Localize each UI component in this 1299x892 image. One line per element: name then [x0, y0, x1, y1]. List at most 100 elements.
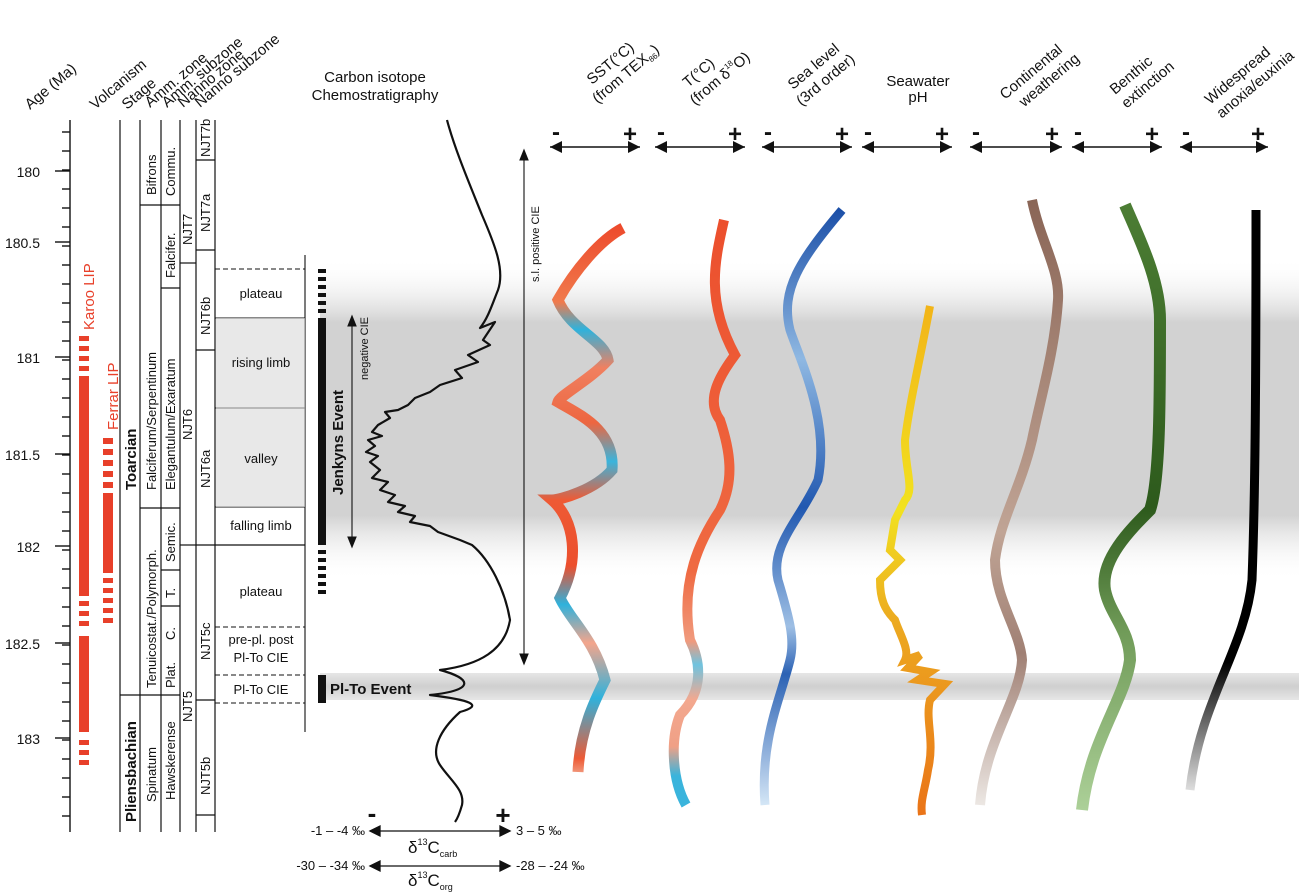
phase-valley: valley	[244, 451, 278, 466]
subzone-falcifer: Falcifer.	[163, 232, 178, 278]
trend-arrow-right	[1150, 141, 1162, 153]
phase-plto: Pl-To CIE	[234, 682, 289, 697]
zone-bifrons: Bifrons	[144, 154, 159, 195]
negative-cie-label: negative CIE	[359, 317, 371, 380]
trend-arrow-right	[840, 141, 852, 153]
temp-header-end: O)	[730, 49, 754, 73]
age-tick-label: 182.5	[5, 636, 40, 652]
jenkyns-event-label: Jenkyns Event	[330, 390, 347, 495]
trend-arrow-left	[1072, 141, 1084, 153]
ferrar-lip	[103, 438, 113, 623]
positive-cie-label: s.l. positive CIE	[530, 206, 542, 282]
phase-falling-limb: falling limb	[230, 518, 291, 533]
subzone-semic: Semic.	[163, 522, 178, 562]
trend-plus: +	[623, 121, 637, 148]
negative-cie-arrow	[347, 314, 357, 549]
subzone-t: T.	[163, 588, 178, 598]
phase-prepl-1: pre-pl. post	[228, 632, 293, 647]
sst-curve	[537, 223, 626, 773]
trend-arrow-right	[628, 141, 640, 153]
nanno-zone-njt5: NJT5	[180, 691, 195, 722]
age-tick-label: 180.5	[5, 235, 40, 251]
jenkyns-event-bar	[318, 269, 326, 594]
phase-rising-limb: rising limb	[232, 355, 291, 370]
trend-minus: -	[764, 119, 772, 146]
trend-plus: +	[935, 121, 949, 148]
anoxia-curve	[1185, 209, 1261, 791]
ph-header-2: pH	[908, 89, 927, 106]
nanno-zone-njt7: NJT7	[180, 214, 195, 245]
carb-label: δ13Ccarb	[408, 837, 457, 859]
org-label: δ13Corg	[408, 870, 453, 892]
nanno-zone-labels: NJT7 NJT6 NJT5	[180, 214, 195, 722]
trend-arrow-left	[550, 141, 562, 153]
carbon-title-2: Chemostratigraphy	[312, 87, 439, 104]
zone-spinatum: Spinatum	[144, 747, 159, 802]
stage-labels: Toarcian Pliensbachian	[123, 429, 140, 822]
nanno-subzone-njt6a: NJT6a	[198, 449, 213, 488]
phase-prepl-2: Pl-To CIE	[234, 650, 289, 665]
trend-arrow-right	[1256, 141, 1268, 153]
ferrar-lip-label: Ferrar LIP	[105, 362, 122, 430]
carbon-title-1: Carbon isotope	[324, 69, 426, 86]
phase-plateau-top: plateau	[240, 286, 283, 301]
org-right-range: -28 – -24 ‰	[516, 858, 585, 873]
cie-shading-band	[320, 258, 1299, 580]
trend-arrow-right	[733, 141, 745, 153]
karoo-lip-label: Karoo LIP	[81, 263, 98, 330]
subzone-c: C.	[163, 627, 178, 640]
trend-minus: -	[1074, 119, 1082, 146]
karoo-lip	[79, 336, 89, 765]
nanno-subzone-njt5b: NJT5b	[198, 757, 213, 795]
trend-axes: - + - + - + - + - + - + - +	[550, 119, 1268, 153]
carb-left-range: -1 – -4 ‰	[311, 823, 365, 838]
age-header: Age (Ma)	[22, 60, 80, 113]
amm-zone-labels: Bifrons Falciferum/Serpentinum Tenuicost…	[144, 154, 159, 802]
nanno-subzone-njt7b: NJT7b	[198, 119, 213, 157]
plto-event-bar	[318, 675, 326, 703]
age-tick-labels: 180 180.5 181 181.5 182 182.5 183	[5, 164, 40, 747]
subzone-plat: Plat.	[163, 662, 178, 688]
zone-falciferum: Falciferum/Serpentinum	[144, 352, 159, 490]
benthic-curve	[1076, 202, 1167, 811]
trend-minus: -	[864, 119, 872, 146]
trend-arrow-left	[655, 141, 667, 153]
amm-subzone-labels: Commu. Falcifer. Elegantulum/Exaratum Se…	[163, 147, 178, 800]
trend-plus: +	[1045, 121, 1059, 148]
isotope-axis	[368, 824, 512, 873]
cie-phase-labels: plateau rising limb valley falling limb …	[228, 286, 293, 697]
trend-arrow-right	[940, 141, 952, 153]
trend-arrow-right	[1050, 141, 1062, 153]
carbon-isotope-curve	[364, 119, 512, 823]
age-axis	[55, 120, 71, 832]
subzone-commu: Commu.	[163, 147, 178, 196]
trend-arrow-left	[862, 141, 874, 153]
phase-plateau-bottom: plateau	[240, 584, 283, 599]
nanno-zone-njt6: NJT6	[180, 409, 195, 440]
column-headers: Age (Ma) Volcanism Stage Amm. zone Amm. …	[22, 30, 1298, 121]
ph-curve	[875, 305, 954, 816]
trend-plus: +	[835, 121, 849, 148]
nanno-subzone-njt6b: NJT6b	[198, 297, 213, 335]
trend-minus: -	[657, 119, 665, 146]
stage-pliensbachian: Pliensbachian	[123, 721, 140, 822]
nanno-subzone-labels: NJT7b NJT7a NJT6b NJT6a NJT5c NJT5b	[198, 119, 213, 795]
temp-curve	[668, 218, 741, 808]
trend-arrow-left	[762, 141, 774, 153]
nanno-subzone-njt7a: NJT7a	[198, 193, 213, 232]
ph-header-1: Seawater	[886, 73, 949, 90]
trend-minus: -	[972, 119, 980, 146]
isotope-minus: -	[368, 798, 377, 828]
trend-plus: +	[1251, 121, 1265, 148]
trend-minus: -	[1182, 119, 1190, 146]
org-left-range: -30 – -34 ‰	[296, 858, 365, 873]
subzone-elegantulum: Elegantulum/Exaratum	[163, 358, 178, 490]
zone-tenuicostat: Tenuicostat./Polymorph.	[144, 549, 159, 688]
trend-arrow-left	[1180, 141, 1192, 153]
age-tick-label: 183	[17, 731, 41, 747]
sealevel-curve	[759, 207, 846, 806]
stage-toarcian: Toarcian	[123, 429, 140, 490]
trend-minus: -	[552, 119, 560, 146]
trend-plus: +	[1145, 121, 1159, 148]
